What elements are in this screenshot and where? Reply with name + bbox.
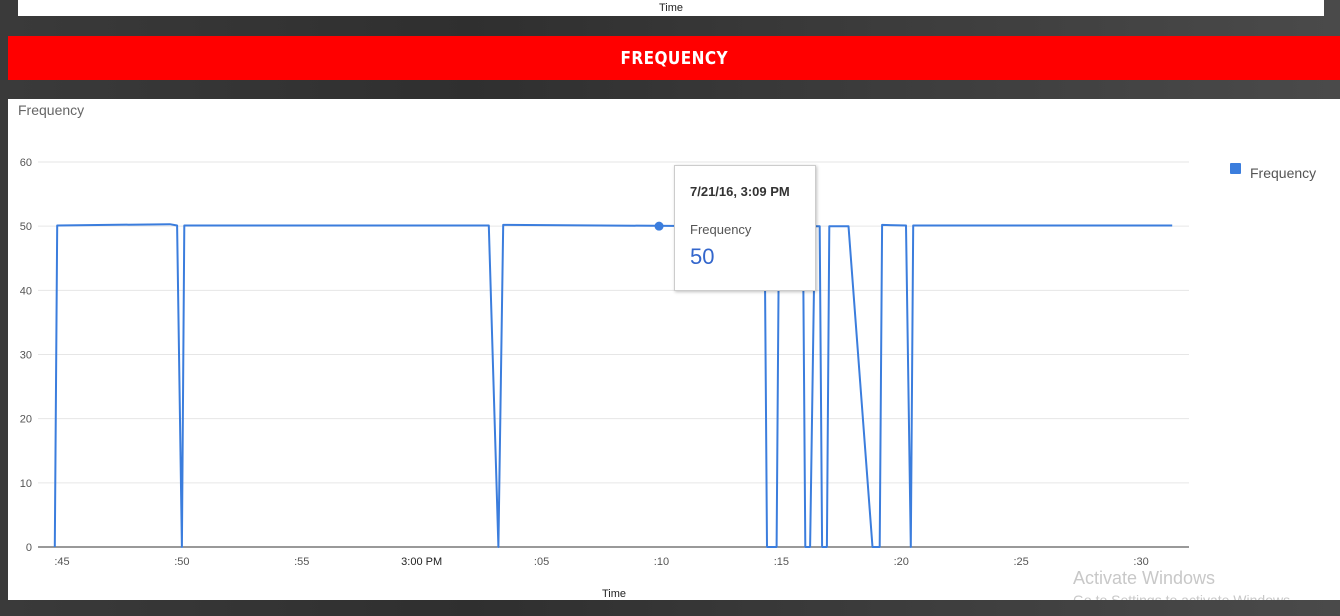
x-tick-label: :45 xyxy=(54,556,69,568)
bottom-background xyxy=(0,600,1340,616)
chart-gridlines xyxy=(38,161,1189,548)
x-axis-label: Time xyxy=(602,588,626,600)
legend-label-frequency[interactable]: Frequency xyxy=(1250,165,1316,181)
banner-title: FREQUENCY xyxy=(620,47,728,69)
activate-windows-title: Activate Windows xyxy=(1073,568,1216,588)
series-line-frequency[interactable] xyxy=(53,223,1173,548)
x-tick-label: :10 xyxy=(654,556,669,568)
y-tick-label: 40 xyxy=(20,285,32,297)
previous-chart-x-axis-label: Time xyxy=(658,2,684,14)
y-tick-label: 30 xyxy=(20,350,32,362)
y-tick-label: 10 xyxy=(20,478,32,490)
x-tick-label: :30 xyxy=(1133,556,1148,568)
x-tick-label: :25 xyxy=(1013,556,1028,568)
highlighted-data-point[interactable] xyxy=(654,221,664,231)
x-tick-label: :55 xyxy=(294,556,309,568)
x-axis-ticks: :45 :50 :55 3:00 PM :05 :10 :15 :20 :25 :30 xyxy=(54,556,1148,568)
chart-legend[interactable]: Frequency xyxy=(1230,163,1316,181)
x-tick-label: :15 xyxy=(774,556,789,568)
x-tick-label: :20 xyxy=(894,556,909,568)
frequency-banner: FREQUENCY xyxy=(8,36,1340,80)
previous-chart-panel: Time xyxy=(18,0,1324,16)
chart-title: Frequency xyxy=(18,102,84,118)
y-tick-label: 0 xyxy=(26,542,32,554)
series-layer xyxy=(53,221,1173,548)
x-tick-label: :05 xyxy=(534,556,549,568)
y-tick-label: 50 xyxy=(20,221,32,233)
y-tick-label: 60 xyxy=(20,157,32,169)
chart-tooltip: 7/21/16, 3:09 PM Frequency 50 xyxy=(674,165,816,291)
x-tick-label: 3:00 PM xyxy=(401,556,442,568)
tooltip-value: 50 xyxy=(690,244,715,269)
legend-swatch-frequency xyxy=(1230,163,1241,174)
tooltip-series-name: Frequency xyxy=(690,222,752,237)
y-tick-label: 20 xyxy=(20,414,32,426)
x-tick-label: :50 xyxy=(174,556,189,568)
y-axis-ticks: 0 10 20 30 40 50 60 xyxy=(20,157,32,554)
tooltip-date: 7/21/16, 3:09 PM xyxy=(690,184,790,199)
